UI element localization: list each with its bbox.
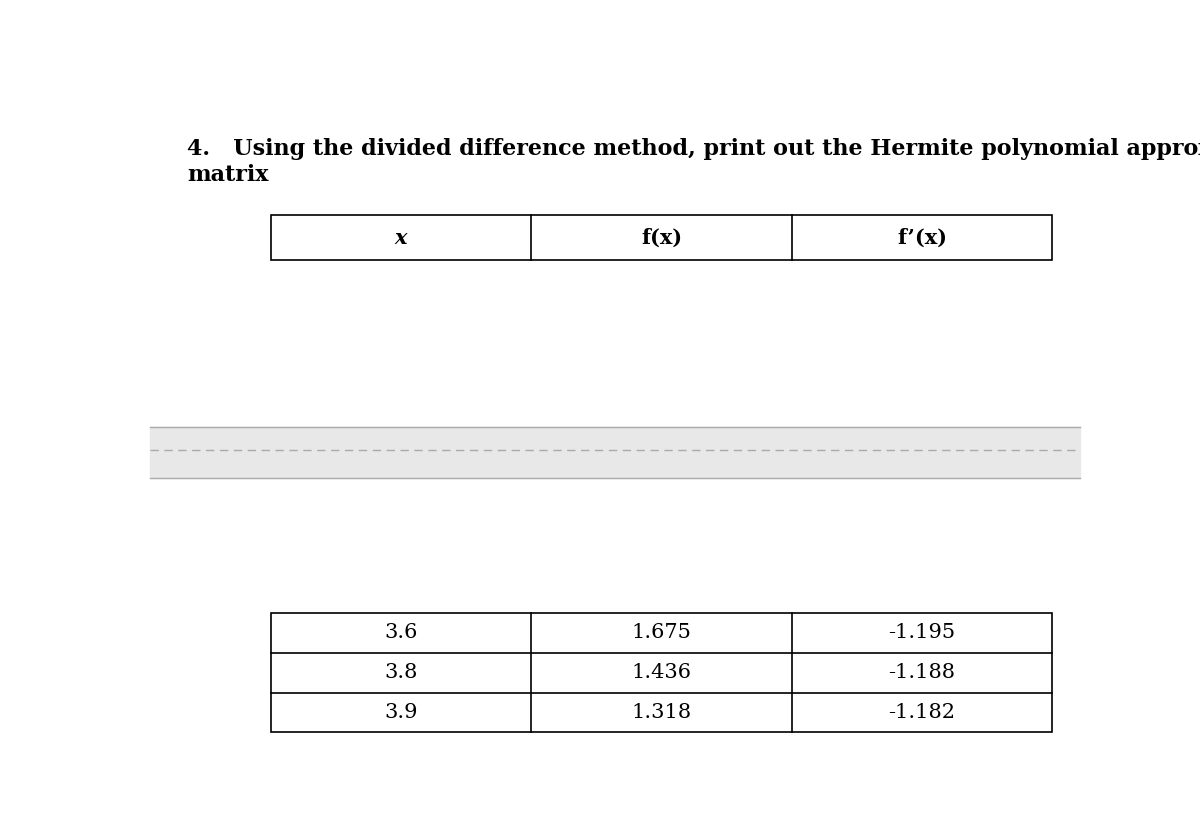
Bar	[150, 427, 1080, 478]
Text: 3.6: 3.6	[384, 623, 418, 642]
Text: 1.318: 1.318	[631, 703, 691, 722]
Bar	[271, 613, 1052, 732]
Text: 1.675: 1.675	[631, 623, 691, 642]
Text: -1.182: -1.182	[888, 703, 955, 722]
Text: 3.9: 3.9	[384, 703, 418, 722]
Text: 3.8: 3.8	[384, 663, 418, 682]
Text: -1.188: -1.188	[888, 663, 955, 682]
Bar	[271, 216, 1052, 260]
Text: 1.436: 1.436	[631, 663, 691, 682]
Text: f’(x): f’(x)	[896, 228, 947, 248]
Text: f(x): f(x)	[641, 228, 682, 248]
Text: 4.   Using the divided difference method, print out the Hermite polynomial appro: 4. Using the divided difference method, …	[187, 138, 1200, 186]
Text: x: x	[395, 228, 407, 248]
Text: -1.195: -1.195	[888, 623, 955, 642]
